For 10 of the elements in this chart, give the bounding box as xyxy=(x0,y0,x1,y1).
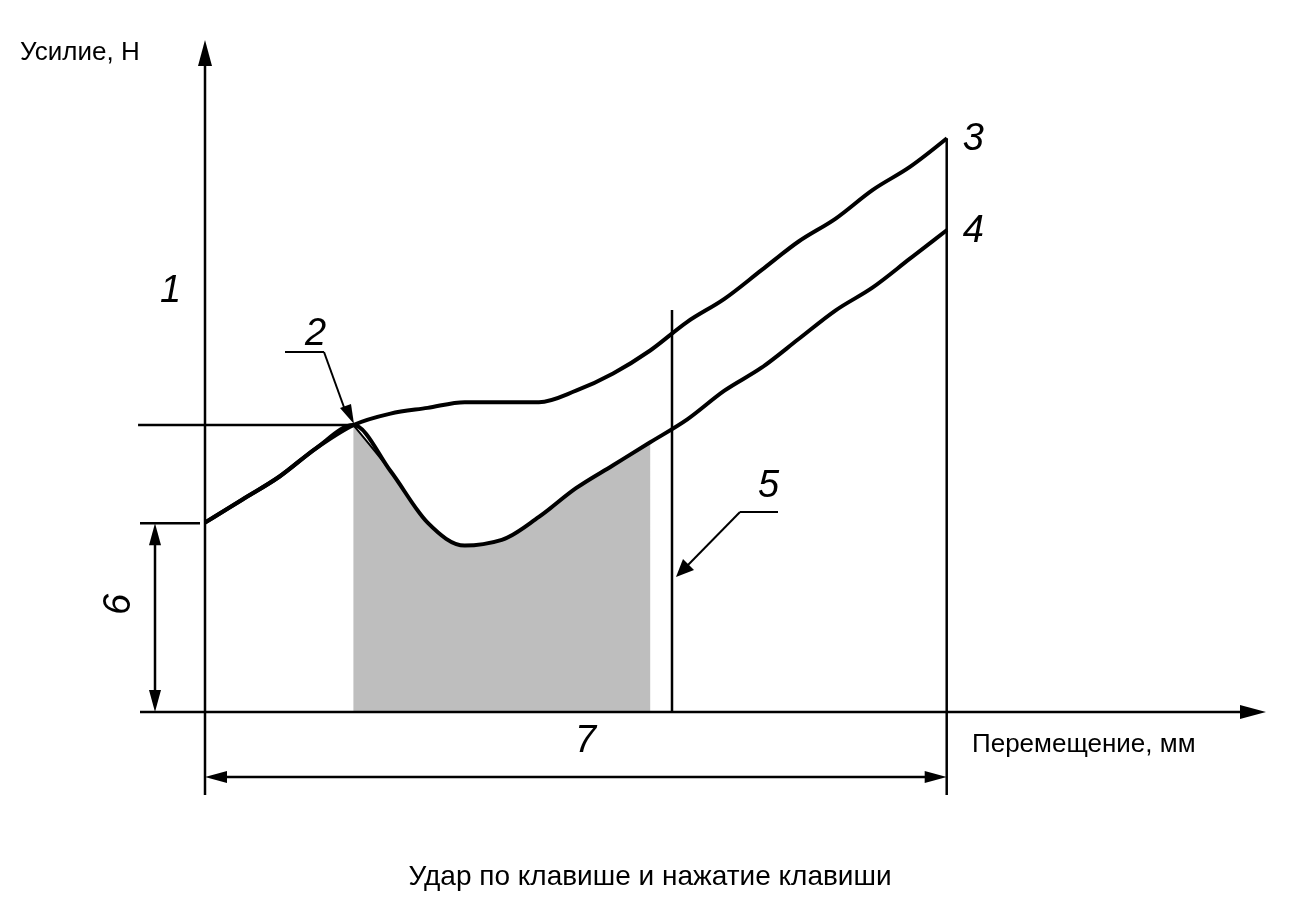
annotation: 5 xyxy=(758,463,780,505)
text: 6 xyxy=(96,593,138,615)
text: Удар по клавише и нажатие клавиши xyxy=(408,860,892,891)
series-label: 4 xyxy=(962,208,984,251)
series-label: 3 xyxy=(962,116,984,159)
text: 7 xyxy=(575,718,598,760)
text: 1 xyxy=(160,268,182,310)
annotation: 2 xyxy=(304,311,327,353)
x-axis-title: Перемещение, мм xyxy=(972,728,1196,758)
y-axis-title: Усилие, Н xyxy=(20,36,140,66)
